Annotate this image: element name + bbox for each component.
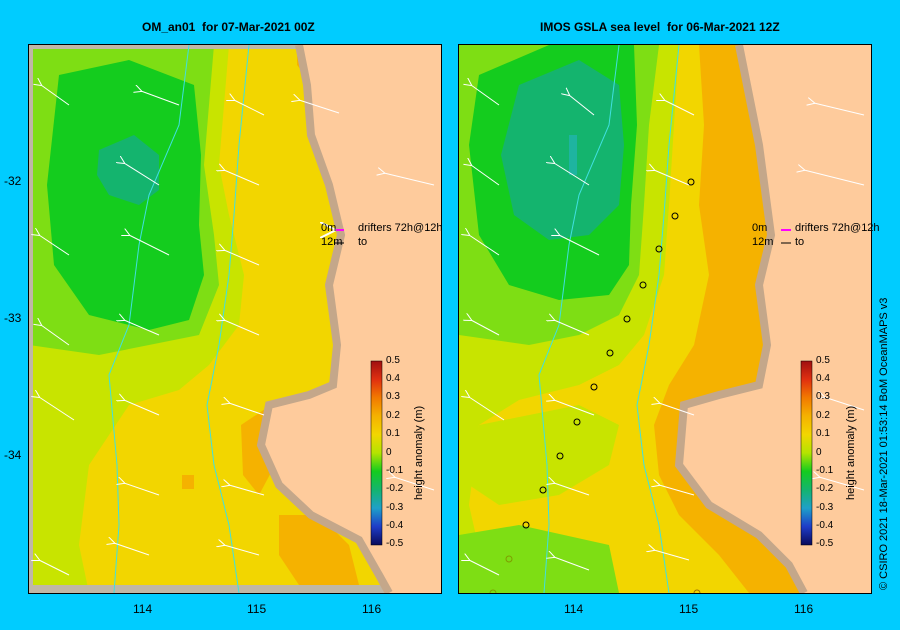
colorbar-tick: -0.2	[386, 483, 404, 494]
land	[261, 45, 441, 593]
colorbar	[800, 360, 813, 546]
y-tick-label: -34	[4, 448, 22, 462]
x-tick-label: 114	[133, 602, 153, 616]
colorbar	[370, 360, 383, 546]
colorbar-tick: 0.1	[816, 428, 830, 439]
colorbar-tick: -0.5	[386, 538, 404, 549]
colorbar-tick: 0.1	[386, 428, 400, 439]
ocean-orange-patch	[279, 515, 359, 585]
legend-depth-0m: 0m	[321, 222, 337, 234]
colorbar-tick: 0.4	[386, 373, 400, 384]
bathymetry-contour	[108, 45, 190, 593]
ocean-light-green-patch	[459, 525, 619, 593]
colorbar-tick: 0.3	[386, 391, 400, 402]
ocean-teal	[501, 60, 624, 240]
current-arrows	[39, 85, 435, 576]
colorbar-tick: -0.2	[816, 483, 834, 494]
credit-text: © CSIRO 2021 18-Mar-2021 01:53:14 BoM Oc…	[878, 297, 890, 590]
colorbar-label: height anomaly (m)	[413, 405, 425, 500]
colorbar-tick: -0.3	[816, 502, 834, 513]
right-map-panel	[458, 44, 872, 594]
left-map-canvas	[29, 45, 441, 593]
legend-depth-12m: 12m	[752, 236, 774, 248]
colorbar-tick: 0	[816, 447, 822, 458]
x-tick-label: 116	[794, 602, 814, 616]
legend-drifters: drifters 72h@12h	[795, 222, 880, 234]
land	[679, 45, 871, 593]
legend-drifters: drifters 72h@12h	[358, 222, 443, 234]
right-map-canvas	[459, 45, 871, 593]
left-map-panel	[28, 44, 442, 594]
colorbar-tick: 0.3	[816, 391, 830, 402]
colorbar-tick: 0.4	[816, 373, 830, 384]
colorbar-tick: -0.1	[386, 465, 404, 476]
legend-depth-0m: 0m	[752, 222, 768, 234]
colorbar-tick: 0.2	[816, 410, 830, 421]
colorbar-tick: 0.2	[386, 410, 400, 421]
bathymetry-contour	[538, 45, 620, 593]
colorbar-tick: 0.5	[816, 355, 830, 366]
current-arrows	[469, 85, 865, 576]
right-panel-title: IMOS GSLA sea level for 06-Mar-2021 12Z	[540, 20, 780, 34]
colorbar-tick: -0.4	[386, 520, 404, 531]
colorbar-tick: -0.3	[386, 502, 404, 513]
ocean-teal	[97, 135, 159, 205]
bathymetry-contour	[206, 45, 250, 593]
y-tick-label: -32	[4, 174, 22, 188]
colorbar-tick: -0.5	[816, 538, 834, 549]
colorbar-tick: -0.4	[816, 520, 834, 531]
x-tick-label: 115	[247, 602, 267, 616]
coast	[256, 45, 393, 593]
x-tick-label: 116	[362, 602, 382, 616]
legend-to: to	[795, 236, 805, 248]
legend-to: to	[358, 236, 368, 248]
x-tick-label: 114	[564, 602, 584, 616]
drifter-track	[489, 178, 701, 593]
coast	[674, 45, 808, 593]
y-tick-label: -33	[4, 311, 22, 325]
colorbar-tick: 0	[386, 447, 392, 458]
legend-depth-12m: 12m	[321, 236, 343, 248]
colorbar-tick: 0.5	[386, 355, 400, 366]
colorbar-tick: -0.1	[816, 465, 834, 476]
x-tick-label: 115	[679, 602, 699, 616]
bathymetry-contour	[636, 45, 680, 593]
left-panel-title: OM_an01 for 07-Mar-2021 00Z	[142, 20, 315, 34]
ocean-green-patch	[469, 405, 619, 505]
colorbar-label: height anomaly (m)	[845, 405, 857, 500]
